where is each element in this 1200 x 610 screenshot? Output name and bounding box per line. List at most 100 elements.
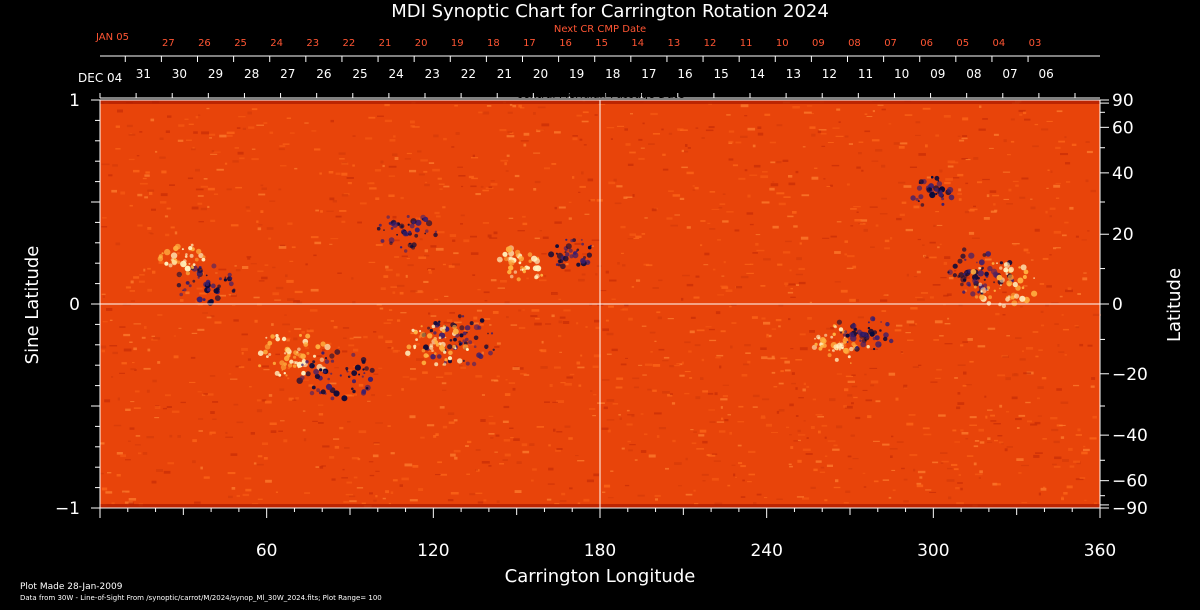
cmp-day-label: 06 — [1038, 67, 1053, 81]
next-cr-day-label: 16 — [559, 38, 572, 49]
right-tick-label: 60 — [1112, 118, 1134, 138]
next-cr-month-label: JAN 05 — [95, 32, 129, 43]
latitude-axis: 90 60 40 20 0 −20 −40 −60 −90 — [1100, 91, 1148, 519]
cmp-day-label: 17 — [641, 67, 656, 81]
cmp-month-label: DEC 04 — [78, 71, 122, 85]
left-tick-label: −1 — [55, 499, 80, 519]
right-tick-label: 40 — [1112, 164, 1134, 184]
x-tick-label: 360 — [1084, 541, 1116, 561]
cmp-day-label: 15 — [713, 67, 728, 81]
cmp-day-label: 10 — [894, 67, 909, 81]
cmp-day-label: 12 — [822, 67, 837, 81]
next-cr-day-label: 18 — [487, 38, 500, 49]
cmp-day-label: 27 — [280, 67, 295, 81]
next-cr-day-label: 12 — [704, 38, 717, 49]
next-cr-day-label: 09 — [812, 38, 825, 49]
flux-region-3-positive — [257, 333, 331, 377]
next-cr-day-label: 22 — [343, 38, 356, 49]
next-cr-day-label: 06 — [920, 38, 933, 49]
right-tick-label: −20 — [1112, 365, 1148, 385]
right-tick-label: −90 — [1112, 499, 1148, 519]
cmp-day-label: 09 — [930, 67, 945, 81]
right-axis-label: Latitude — [1164, 268, 1185, 342]
next-cr-day-label: 05 — [956, 38, 969, 49]
cmp-day-label: 20 — [533, 67, 548, 81]
next-cr-day-label: 26 — [198, 38, 211, 49]
next-cr-day-label: 11 — [740, 38, 753, 49]
right-tick-label: 90 — [1112, 91, 1134, 111]
cmp-day-label: 31 — [136, 67, 151, 81]
next-cr-cmp-label: Next CR CMP Date — [554, 24, 646, 35]
carrington-longitude-axis: 60 120 180 240 300 360 — [99, 508, 1116, 561]
sine-latitude-axis: 1 0 −1 — [55, 91, 100, 519]
flux-region-2-positive — [157, 243, 206, 276]
flux-region-14-negative — [910, 175, 955, 207]
x-tick-label: 240 — [750, 541, 782, 561]
flux-region-9-negative — [548, 238, 593, 270]
heatmap-noise — [100, 100, 1101, 508]
cmp-day-label: 28 — [244, 67, 259, 81]
next-cr-day-label: 24 — [270, 38, 283, 49]
flux-region-13-positive — [970, 262, 1038, 309]
next-cr-day-label: 08 — [848, 38, 861, 49]
cmp-day-label: 29 — [208, 67, 223, 81]
magnetogram-heatmap — [100, 100, 1101, 508]
flux-region-8-positive — [496, 245, 544, 282]
cmp-day-label: 24 — [388, 67, 403, 81]
flux-region-7-positive — [405, 324, 469, 367]
data-source-text: Data from 30W - Line-of-Sight From /syno… — [20, 594, 382, 602]
right-tick-label: 20 — [1112, 225, 1134, 245]
cmp-day-label: 07 — [1002, 67, 1017, 81]
right-tick-label: −40 — [1112, 426, 1148, 446]
next-cr-day-label: 03 — [1029, 38, 1042, 49]
cmp-day-label: 11 — [858, 67, 873, 81]
cmp-day-label: 30 — [172, 67, 187, 81]
cmp-day-label: 16 — [677, 67, 692, 81]
flux-region-1-negative — [176, 263, 236, 306]
cmp-axis-label: Central Meridian Passage Date — [515, 88, 684, 101]
next-cr-day-label: 27 — [162, 38, 175, 49]
next-cr-day-label: 25 — [234, 38, 247, 49]
cmp-day-label: 19 — [569, 67, 584, 81]
flux-region-10-positive — [811, 324, 870, 364]
left-tick-label: 1 — [69, 91, 80, 111]
next-cr-day-label: 10 — [776, 38, 789, 49]
next-cr-day-label: 21 — [379, 38, 392, 49]
cmp-day-label: 18 — [605, 67, 620, 81]
next-cr-day-label: 14 — [631, 38, 644, 49]
next-cr-day-label: 13 — [668, 38, 681, 49]
next-cr-day-label: 17 — [523, 38, 536, 49]
x-tick-label: 60 — [256, 541, 278, 561]
next-cr-day-label: 15 — [595, 38, 608, 49]
next-cr-day-label: 23 — [306, 38, 319, 49]
left-tick-label: 0 — [69, 295, 80, 315]
next-cr-cmp-axis: Next CR CMP Date JAN 05 27 26 25 24 23 22 21 20… — [95, 24, 1041, 49]
right-tick-label: 0 — [1112, 295, 1123, 315]
chart-title: MDI Synoptic Chart for Carrington Rotati… — [391, 1, 829, 22]
cmp-day-label: 14 — [750, 67, 765, 81]
x-tick-label: 300 — [917, 541, 949, 561]
left-axis-label: Sine Latitude — [22, 246, 43, 365]
cmp-day-label: 22 — [461, 67, 476, 81]
cmp-day-label: 25 — [352, 67, 367, 81]
cmp-day-label: 23 — [425, 67, 440, 81]
x-axis-label: Carrington Longitude — [505, 566, 696, 587]
flux-region-11-negative — [836, 316, 894, 352]
flux-region-12-negative — [947, 247, 1015, 297]
cmp-day-label: 13 — [786, 67, 801, 81]
next-cr-day-label: 19 — [451, 38, 464, 49]
flux-region-4-negative — [296, 349, 375, 402]
next-cr-day-label: 04 — [993, 38, 1006, 49]
cmp-day-label: 26 — [316, 67, 331, 81]
next-cr-day-label: 20 — [415, 38, 428, 49]
cmp-day-label: 21 — [497, 67, 512, 81]
next-cr-day-label: 07 — [884, 38, 897, 49]
x-tick-label: 180 — [584, 541, 616, 561]
right-tick-label: −60 — [1112, 472, 1148, 492]
cmp-day-label: 08 — [966, 67, 981, 81]
plot-made-text: Plot Made 28-Jan-2009 — [20, 582, 123, 592]
cmp-date-axis: DEC 04 31 30 29 28 27 26 25 24 23 22 21 20 19 18 17 16 1… — [78, 55, 1100, 99]
flux-region-5-negative — [376, 214, 438, 253]
x-tick-label: 120 — [417, 541, 449, 561]
